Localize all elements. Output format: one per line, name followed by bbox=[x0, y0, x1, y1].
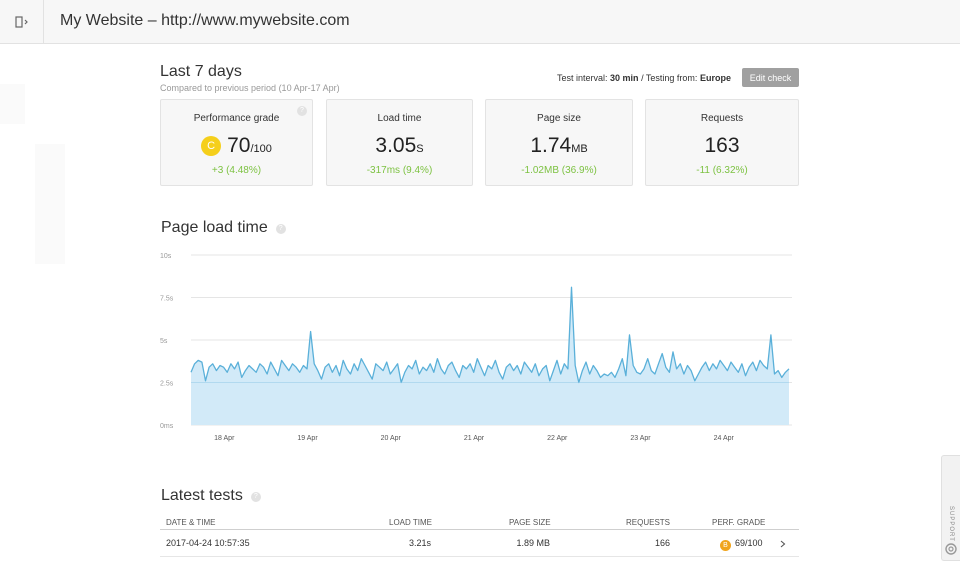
page-load-time-title: Page load time? bbox=[161, 219, 286, 237]
support-label: SUPPORT bbox=[948, 506, 954, 542]
load-time-area bbox=[191, 287, 789, 425]
section-title-text: Latest tests bbox=[161, 487, 243, 504]
column-header-load-time: LOAD TIME bbox=[389, 518, 432, 527]
grade-badge: B bbox=[720, 540, 731, 551]
card-label: Requests bbox=[700, 113, 744, 124]
chevron-right-icon bbox=[780, 540, 786, 548]
page-size-value: 1.74 bbox=[530, 134, 572, 157]
card-delta: +3 (4.48%) bbox=[211, 165, 262, 176]
grade-unit: /100 bbox=[250, 143, 272, 155]
card-delta: -317ms (9.4%) bbox=[366, 165, 433, 176]
y-tick-label: 7.5s bbox=[160, 296, 174, 303]
grade-value: 70 bbox=[227, 134, 251, 157]
row-grade-value: 69/100 bbox=[735, 538, 763, 548]
x-tick-label: 22 Apr bbox=[547, 435, 568, 442]
performance-grade-card: ? Performance grade C 70/100 +3 (4.48%) bbox=[160, 99, 313, 186]
interval-label: Test interval: bbox=[557, 73, 608, 83]
column-header-perf-grade: PERF. GRADE bbox=[712, 518, 766, 527]
sidebar-toggle-button[interactable] bbox=[0, 0, 44, 44]
card-value: 1.74MB bbox=[486, 134, 632, 158]
page-size-unit: MB bbox=[571, 143, 588, 155]
support-tab[interactable]: SUPPORT bbox=[941, 455, 960, 561]
card-value: 3.05S bbox=[327, 134, 472, 158]
test-settings-info: Test interval: 30 min / Testing from: Eu… bbox=[557, 73, 731, 83]
x-tick-label: 21 Apr bbox=[464, 435, 485, 442]
edit-check-button[interactable]: Edit check bbox=[742, 68, 799, 87]
x-tick-label: 18 Apr bbox=[214, 435, 235, 442]
y-tick-label: 2.5s bbox=[160, 381, 174, 388]
tests-table-header: DATE & TIME LOAD TIME PAGE SIZE REQUESTS… bbox=[160, 516, 799, 530]
column-header-requests: REQUESTS bbox=[626, 518, 671, 527]
card-delta: -1.02MB (36.9%) bbox=[521, 165, 597, 176]
column-header-date: DATE & TIME bbox=[166, 518, 216, 527]
top-bar: My Website – http://www.mywebsite.com bbox=[0, 0, 960, 44]
y-tick-label: 5s bbox=[160, 338, 168, 345]
card-value: C 70/100 bbox=[161, 134, 312, 158]
card-value: 163 bbox=[646, 134, 798, 158]
background-decoration bbox=[35, 144, 65, 264]
row-perf-grade: B 69/100 bbox=[720, 538, 763, 551]
load-time-line bbox=[190, 286, 790, 384]
load-time-unit: S bbox=[416, 143, 424, 155]
site-title: My Website – http://www.mywebsite.com bbox=[60, 12, 350, 29]
period-title: Last 7 days bbox=[160, 63, 242, 80]
main-content: Last 7 days Compared to previous period … bbox=[0, 44, 960, 570]
load-time-value: 3.05 bbox=[375, 134, 417, 157]
y-tick-label: 0ms bbox=[160, 423, 174, 430]
help-icon[interactable]: ? bbox=[275, 224, 286, 234]
x-tick-label: 23 Apr bbox=[630, 435, 651, 442]
x-tick-label: 19 Apr bbox=[297, 435, 318, 442]
card-label: Page size bbox=[537, 113, 581, 124]
page-size-card: Page size 1.74MB -1.02MB (36.9%) bbox=[485, 99, 633, 186]
y-tick-label: 10s bbox=[160, 253, 172, 260]
page-load-time-chart: 0ms 2.5s 5s 7.5s 10s 18 Apr 19 Apr 20 Apr 21 Apr… bbox=[160, 253, 792, 442]
column-header-page-size: PAGE SIZE bbox=[509, 518, 551, 527]
x-tick-label: 20 Apr bbox=[381, 435, 402, 442]
background-decoration bbox=[0, 84, 25, 124]
location-value: Europe bbox=[699, 73, 731, 83]
x-tick-label: 24 Apr bbox=[714, 435, 735, 442]
requests-value: 163 bbox=[704, 134, 740, 157]
period-subtitle: Compared to previous period (10 Apr-17 A… bbox=[160, 83, 340, 93]
row-page-size: 1.89 MB bbox=[516, 538, 550, 548]
row-requests: 166 bbox=[654, 538, 670, 548]
requests-card: Requests 163 -11 (6.32%) bbox=[645, 99, 799, 186]
info-separator: / bbox=[638, 73, 646, 83]
latest-tests-title: Latest tests? bbox=[161, 487, 261, 505]
interval-value: 30 min bbox=[610, 73, 639, 83]
card-label: Load time bbox=[377, 113, 422, 124]
grade-badge: C bbox=[201, 136, 222, 156]
row-date: 2017-04-24 10:57:35 bbox=[166, 538, 250, 548]
load-time-card: Load time 3.05S -317ms (9.4%) bbox=[326, 99, 473, 186]
location-label: Testing from: bbox=[645, 73, 698, 83]
card-delta: -11 (6.32%) bbox=[696, 165, 748, 176]
help-icon[interactable]: ? bbox=[297, 106, 307, 116]
card-label: Performance grade bbox=[193, 113, 280, 124]
row-load-time: 3.21s bbox=[408, 538, 431, 548]
lifebuoy-icon bbox=[945, 543, 957, 555]
sidebar-toggle-icon bbox=[14, 16, 28, 28]
help-icon[interactable]: ? bbox=[250, 492, 261, 502]
section-title-text: Page load time bbox=[161, 219, 268, 236]
